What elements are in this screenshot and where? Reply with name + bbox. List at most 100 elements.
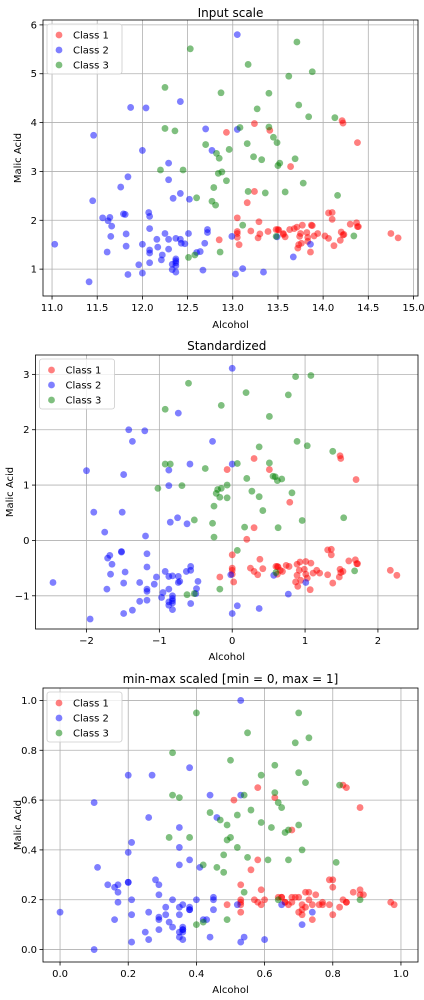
point-class-2 <box>145 936 153 943</box>
point-class-3 <box>244 729 251 737</box>
point-class-3 <box>161 84 169 91</box>
point-class-3 <box>233 844 241 851</box>
point-class-2 <box>186 906 193 914</box>
point-class-1 <box>297 576 305 584</box>
point-class-1 <box>328 209 336 216</box>
point-class-1 <box>294 244 302 252</box>
point-class-1 <box>290 225 298 232</box>
point-class-3 <box>298 846 306 854</box>
point-class-1 <box>243 535 251 543</box>
point-class-2 <box>176 98 184 105</box>
point-class-3 <box>223 836 231 844</box>
point-class-2 <box>138 240 146 248</box>
point-class-3 <box>284 391 292 399</box>
point-class-3 <box>291 739 299 747</box>
point-class-2 <box>128 911 136 919</box>
point-class-2 <box>210 896 217 904</box>
point-class-2 <box>260 268 267 276</box>
point-class-3 <box>295 821 303 829</box>
point-class-2 <box>152 876 159 884</box>
x-tick-label: 14.0 <box>312 303 334 314</box>
point-class-2 <box>210 906 217 914</box>
y-tick-label: 5 <box>31 69 37 80</box>
point-class-1 <box>337 569 345 576</box>
point-class-3 <box>216 585 224 593</box>
point-class-2 <box>194 577 202 585</box>
point-class-1 <box>298 239 305 247</box>
point-class-2 <box>128 896 136 904</box>
point-class-2 <box>255 605 263 612</box>
point-class-2 <box>142 104 150 112</box>
point-class-2 <box>165 466 173 474</box>
chart-title: Standardized <box>187 339 266 353</box>
point-class-3 <box>243 140 251 147</box>
point-class-1 <box>336 236 344 244</box>
point-class-3 <box>206 809 214 816</box>
point-class-2 <box>186 764 193 772</box>
legend-label: Class 1 <box>73 699 109 710</box>
x-tick-label: 11.5 <box>86 303 108 314</box>
point-class-3 <box>281 188 289 196</box>
x-axis-label: Alcohol <box>212 320 248 331</box>
point-class-2 <box>146 259 154 267</box>
legend-label: Class 2 <box>73 714 109 725</box>
point-class-1 <box>216 573 224 581</box>
point-class-3 <box>242 389 250 397</box>
x-tick-label: 11.0 <box>41 303 63 314</box>
point-class-2 <box>169 896 176 904</box>
point-class-1 <box>247 227 255 235</box>
point-class-2 <box>233 31 241 39</box>
point-class-2 <box>103 248 111 256</box>
point-class-1 <box>354 223 361 231</box>
point-class-1 <box>233 230 241 237</box>
point-class-2 <box>206 933 214 941</box>
point-class-2 <box>159 589 167 596</box>
point-class-2 <box>89 197 97 205</box>
point-class-3 <box>233 546 241 554</box>
point-class-1 <box>343 898 350 906</box>
point-class-2 <box>111 883 118 891</box>
point-class-3 <box>285 856 292 864</box>
point-class-3 <box>298 517 306 524</box>
point-class-3 <box>179 166 187 174</box>
point-class-2 <box>161 568 169 575</box>
point-class-2 <box>175 933 183 941</box>
point-class-2 <box>104 554 112 562</box>
point-class-1 <box>354 139 361 147</box>
point-class-3 <box>285 72 293 80</box>
point-class-2 <box>155 881 163 889</box>
point-class-1 <box>215 236 223 244</box>
point-class-2 <box>172 257 180 265</box>
point-class-2 <box>107 570 114 578</box>
point-class-2 <box>233 602 241 610</box>
point-class-3 <box>240 791 248 799</box>
point-class-3 <box>295 769 303 777</box>
point-class-3 <box>303 442 311 450</box>
point-class-1 <box>251 188 258 195</box>
point-class-2 <box>129 606 136 614</box>
point-class-3 <box>270 133 277 141</box>
point-class-2 <box>121 568 129 576</box>
point-class-2 <box>145 814 153 821</box>
point-class-3 <box>273 477 281 485</box>
point-class-2 <box>169 194 177 202</box>
point-class-1 <box>345 557 353 565</box>
point-class-3 <box>351 567 359 575</box>
point-class-2 <box>228 610 236 617</box>
point-class-1 <box>313 566 321 574</box>
point-class-2 <box>85 278 93 286</box>
point-class-2 <box>49 579 57 586</box>
point-class-1 <box>251 120 258 127</box>
point-class-2 <box>240 933 248 941</box>
point-class-3 <box>336 781 343 789</box>
point-class-2 <box>185 230 192 237</box>
point-class-3 <box>193 921 200 929</box>
x-tick-label: 0.8 <box>325 969 341 980</box>
point-class-1 <box>254 856 262 864</box>
point-class-2 <box>199 266 207 274</box>
point-class-3 <box>233 811 241 819</box>
point-class-3 <box>244 853 251 861</box>
y-tick-label: 0.8 <box>21 746 37 757</box>
point-class-2 <box>83 467 90 475</box>
point-class-2 <box>165 176 173 184</box>
